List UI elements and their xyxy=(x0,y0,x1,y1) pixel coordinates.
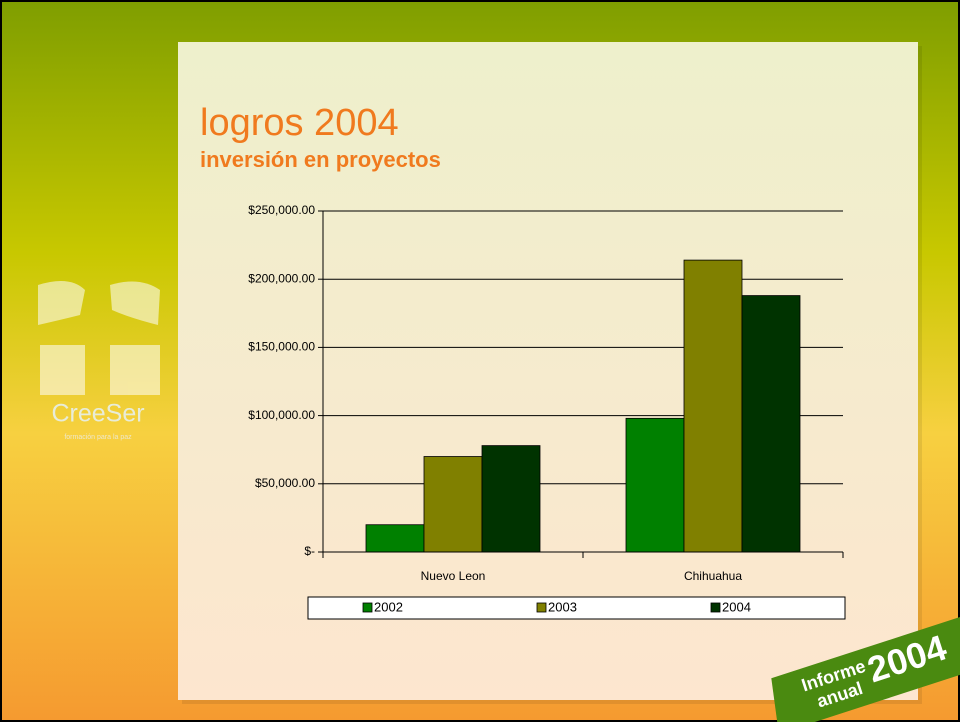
chart-subtitle: inversión en proyectos xyxy=(200,147,441,172)
badge-band xyxy=(771,610,960,727)
legend-box xyxy=(307,596,846,620)
logo xyxy=(38,281,160,395)
y-tick-label: $200,000.00 xyxy=(248,271,315,285)
logo-shape xyxy=(110,281,160,325)
bar xyxy=(423,456,483,553)
legend-label: 2003 xyxy=(548,599,577,614)
legend-label: 2004 xyxy=(722,599,751,614)
x-tick-label: Chihuahua xyxy=(684,569,742,583)
logo-text: CreeSer xyxy=(51,400,144,428)
chart: $- $50,000.00 $100,000.00 $150,000.00 $200,0… xyxy=(248,203,846,620)
legend-swatch xyxy=(362,602,373,613)
bar xyxy=(365,524,425,553)
chart-title: logros 2004 xyxy=(200,102,399,144)
bar xyxy=(481,445,541,553)
legend-swatch xyxy=(710,602,721,613)
logo-shape xyxy=(40,345,85,395)
logo-shape xyxy=(38,281,85,325)
y-tick-label: $150,000.00 xyxy=(248,340,315,354)
bar xyxy=(625,417,685,553)
bar xyxy=(741,295,801,553)
logo-shape xyxy=(110,345,160,395)
bar xyxy=(683,259,743,553)
x-tick-label: Nuevo Leon xyxy=(421,569,486,583)
y-tick-label: $- xyxy=(304,544,315,558)
legend-label: 2002 xyxy=(374,599,403,614)
y-tick-label: $250,000.00 xyxy=(248,203,315,217)
y-tick-label: $50,000.00 xyxy=(255,476,315,490)
logo-tagline: formación para la paz xyxy=(64,434,132,441)
y-tick-label: $100,000.00 xyxy=(248,408,315,422)
legend-swatch xyxy=(536,602,547,613)
